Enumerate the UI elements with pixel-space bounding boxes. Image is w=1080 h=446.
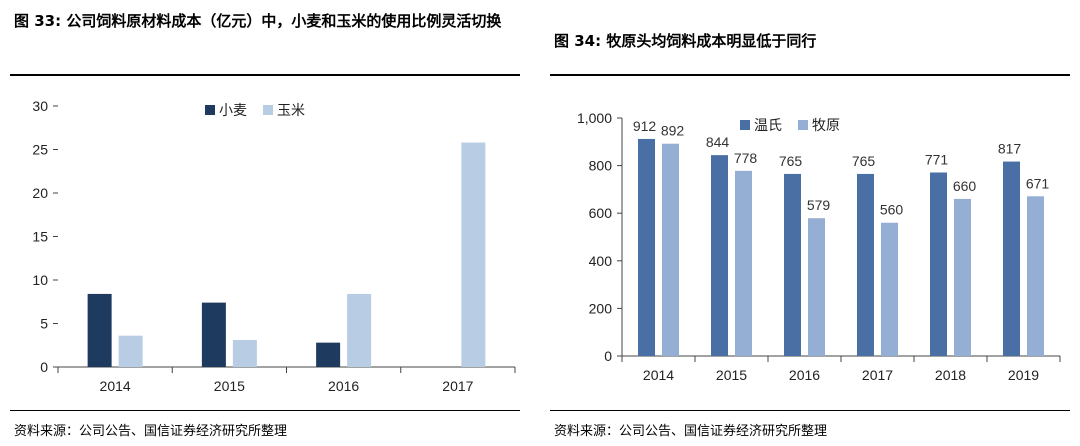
- y-tick-label: 25: [32, 142, 48, 158]
- figure-33-source: 资料来源：公司公告、国信证券经济研究所整理: [14, 424, 288, 439]
- data-label: 765: [779, 153, 803, 169]
- figure-34-title: 图 34: 牧原头均饲料成本明显低于同行: [554, 26, 816, 56]
- legend-swatch: [740, 120, 750, 130]
- legend-label: 玉米: [277, 102, 305, 118]
- figure-33-title: 图 33: 公司饲料原材料成本（亿元）中，小麦和玉米的使用比例灵活切换: [14, 6, 519, 36]
- data-label: 765: [852, 153, 876, 169]
- bar-b: [954, 198, 971, 356]
- bar-a: [711, 155, 728, 356]
- data-label: 660: [953, 178, 977, 194]
- figure-34: 图 34: 牧原头均饲料成本明显低于同行 0 200 400 600 800 1,000 2…: [540, 0, 1080, 446]
- data-label: 771: [925, 152, 949, 168]
- x-tick-label: 2017: [442, 378, 473, 394]
- y-tick-label: 30: [32, 98, 48, 114]
- figure-33-chart: 0 5 10 15 20 25 30 2014 2015 2016 2017 小麦 玉米: [32, 98, 516, 394]
- x-tick-label: 2019: [1008, 367, 1039, 383]
- bar-b: [461, 142, 486, 367]
- y-tick-label: 200: [589, 300, 613, 316]
- y-tick-label: 400: [589, 253, 613, 269]
- bar-b: [1027, 196, 1044, 356]
- bar-b: [662, 143, 679, 356]
- data-label: 912: [633, 118, 657, 134]
- figure-34-source: 资料来源：公司公告、国信证券经济研究所整理: [554, 424, 828, 439]
- data-label: 579: [807, 197, 831, 213]
- bar-b: [735, 170, 752, 356]
- bar-a: [857, 173, 874, 356]
- figure-33-label: 图 33:: [14, 12, 62, 30]
- y-tick-label: 0: [40, 359, 48, 375]
- legend-label: 牧原: [812, 117, 840, 133]
- legend-label: 温氏: [754, 117, 782, 133]
- figure-33-bottom-rule: [10, 410, 520, 411]
- figure-33-title-rule: [10, 74, 520, 76]
- bar-b: [118, 335, 143, 367]
- figure-34-title-text: 牧原头均饲料成本明显低于同行: [606, 32, 817, 50]
- y-tick-label: 5: [40, 316, 48, 332]
- bar-b: [347, 293, 372, 367]
- data-label: 671: [1026, 175, 1050, 191]
- x-tick-label: 2016: [328, 378, 359, 394]
- y-tick-label: 800: [589, 158, 613, 174]
- bar-b: [232, 340, 257, 367]
- legend-swatch: [798, 120, 808, 130]
- x-tick-label: 2015: [214, 378, 245, 394]
- legend-label: 小麦: [219, 102, 247, 118]
- figure-33: 图 33: 公司饲料原材料成本（亿元）中，小麦和玉米的使用比例灵活切换 0 5 10…: [0, 0, 530, 446]
- bar-a: [87, 293, 112, 367]
- y-tick-label: 10: [32, 272, 48, 288]
- x-tick-label: 2018: [935, 367, 966, 383]
- x-tick-label: 2014: [643, 367, 674, 383]
- data-label: 844: [706, 134, 730, 150]
- bar-a: [638, 138, 655, 356]
- bar-a: [1003, 161, 1020, 356]
- x-tick-label: 2015: [716, 367, 747, 383]
- figure-34-bottom-rule: [550, 410, 1070, 411]
- data-label: 892: [661, 123, 685, 139]
- figure-33-title-text: 公司饲料原材料成本（亿元）中，小麦和玉米的使用比例灵活切换: [66, 12, 502, 30]
- x-tick-label: 2014: [100, 378, 131, 394]
- y-tick-label: 20: [32, 185, 48, 201]
- y-tick-label: 15: [32, 229, 48, 245]
- bar-b: [808, 218, 825, 356]
- y-tick-label: 1,000: [577, 110, 612, 126]
- legend-swatch: [263, 105, 273, 115]
- figure-34-title-rule: [550, 74, 1070, 76]
- data-label: 778: [734, 150, 758, 166]
- legend-swatch: [205, 105, 215, 115]
- data-label: 560: [880, 202, 904, 218]
- figure-34-chart: 0 200 400 600 800 1,000 2014 2015 2016 2017 2018 20…: [577, 110, 1061, 383]
- y-tick-label: 600: [589, 205, 613, 221]
- x-tick-label: 2016: [789, 367, 820, 383]
- bar-a: [201, 302, 226, 367]
- bar-a: [930, 172, 947, 356]
- figure-34-label: 图 34:: [554, 32, 602, 50]
- bar-a: [316, 342, 341, 367]
- bar-a: [784, 173, 801, 356]
- data-label: 817: [998, 141, 1022, 157]
- bar-b: [881, 222, 898, 356]
- y-tick-label: 0: [604, 348, 612, 364]
- x-tick-label: 2017: [862, 367, 893, 383]
